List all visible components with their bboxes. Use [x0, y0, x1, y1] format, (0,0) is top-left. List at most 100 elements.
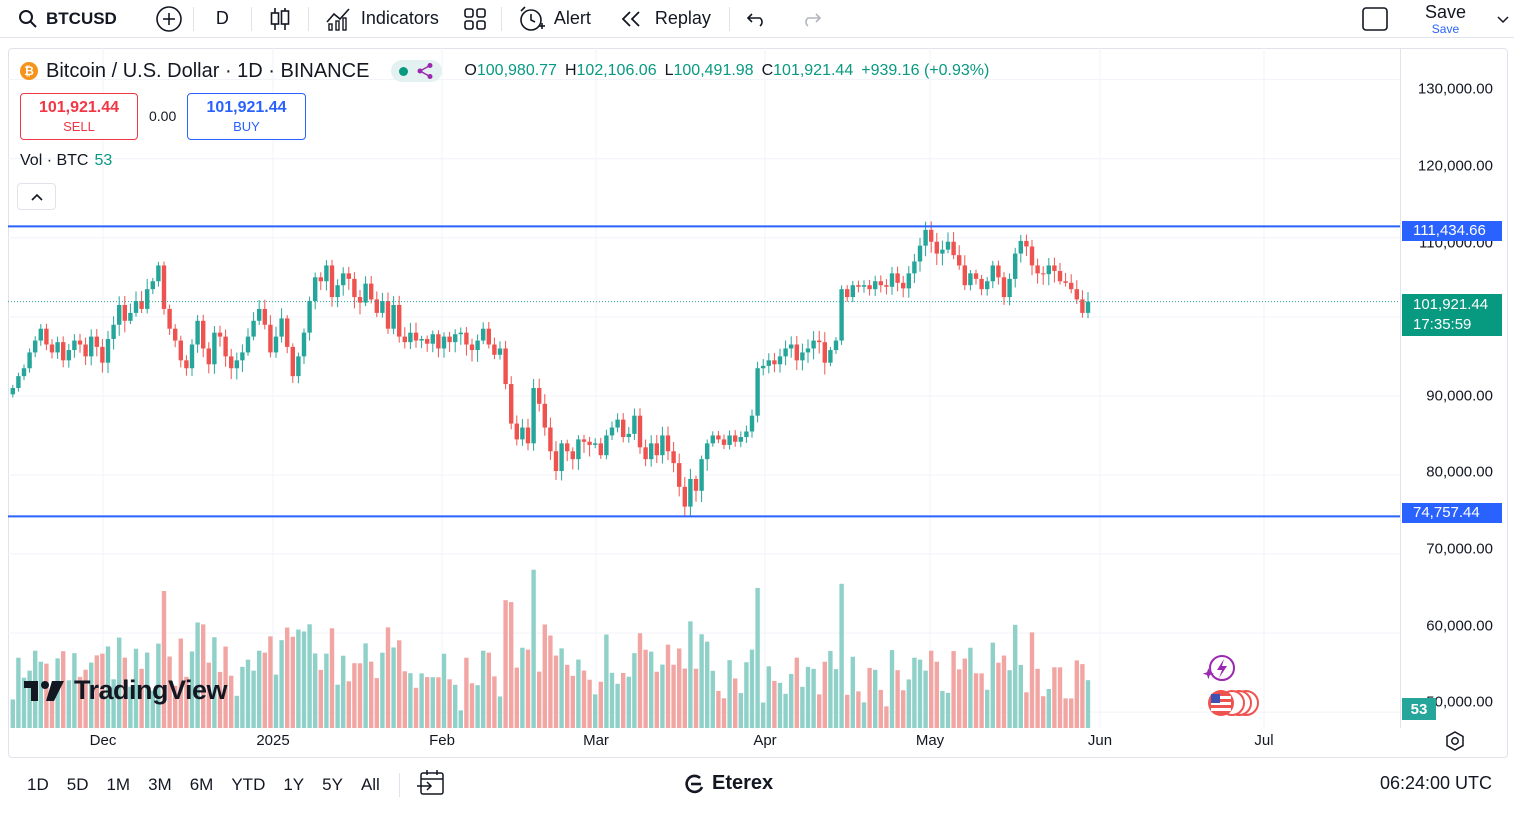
candle — [559, 439, 564, 481]
time-tick: Mar — [583, 732, 609, 749]
open-value: 100,980.77 — [476, 62, 557, 79]
broker-logo[interactable]: Eterex — [684, 772, 773, 795]
candle — [609, 421, 615, 440]
candle — [845, 285, 850, 302]
undo-button[interactable] — [730, 0, 784, 38]
range-6m-button[interactable]: 6M — [189, 775, 214, 794]
data-source-icon — [416, 62, 434, 80]
candle — [716, 430, 721, 444]
candle — [632, 408, 637, 441]
candle — [721, 434, 727, 450]
candle — [626, 426, 631, 443]
redo-button[interactable] — [784, 0, 838, 38]
volume-bar — [481, 650, 486, 728]
layout-button[interactable] — [1361, 6, 1389, 37]
volume-bar — [380, 652, 385, 728]
goto-date-button[interactable] — [416, 769, 446, 802]
volume-bar — [1074, 660, 1079, 728]
range-5y-button[interactable]: 5Y — [322, 775, 343, 794]
volume-bar — [856, 691, 861, 728]
candle — [1035, 258, 1040, 284]
chevron-down-icon — [1496, 12, 1510, 26]
chart-type-button[interactable] — [252, 0, 308, 38]
time-tick: 2025 — [256, 732, 290, 749]
collapse-legend-button[interactable] — [17, 183, 56, 210]
candle — [285, 315, 290, 354]
candle — [352, 272, 357, 309]
toolbar-divider — [500, 6, 502, 31]
volume-bar — [145, 652, 150, 728]
market-status-pill[interactable] — [391, 60, 443, 82]
volume-bar — [934, 661, 939, 728]
candle — [615, 413, 620, 433]
top-toolbar: BTCUSD D Indicators Alert Re — [0, 0, 1514, 38]
volume-bar — [962, 658, 967, 728]
range-5d-button[interactable]: 5D — [66, 775, 89, 794]
toolbar-divider — [250, 6, 252, 31]
save-button[interactable]: Save Save — [1425, 0, 1466, 38]
candle — [565, 439, 570, 462]
volume-bar — [307, 624, 312, 728]
sell-button[interactable]: 101,921.44 SELL — [20, 93, 138, 140]
alert-button[interactable]: Alert — [502, 0, 601, 38]
tradingview-logo[interactable]: TradingView — [22, 675, 228, 706]
range-1y-button[interactable]: 1Y — [283, 775, 305, 794]
time-axis[interactable]: Dec 2025 Feb Mar Apr May Jun Jul — [8, 728, 1400, 756]
broker-logo-icon — [684, 773, 706, 795]
time-tick: Jun — [1087, 732, 1113, 749]
compare-button[interactable] — [145, 0, 193, 38]
range-1m-button[interactable]: 1M — [106, 775, 131, 794]
candle — [738, 431, 743, 448]
candle — [318, 272, 323, 291]
volume-bar — [895, 670, 900, 728]
toolbar-divider — [398, 773, 400, 797]
candle — [156, 261, 161, 287]
volume-bar — [738, 693, 743, 728]
volume-bar — [649, 651, 654, 728]
volume-bar — [178, 638, 183, 728]
range-all-button[interactable]: All — [360, 775, 380, 794]
buy-button[interactable]: 101,921.44 BUY — [187, 93, 306, 140]
range-3m-button[interactable]: 3M — [148, 775, 172, 794]
volume-bar — [268, 636, 273, 728]
templates-button[interactable] — [449, 0, 501, 38]
range-ytd-button[interactable]: YTD — [231, 775, 266, 794]
save-menu-button[interactable] — [1496, 12, 1510, 31]
volume-bar — [436, 677, 441, 728]
volume-bar — [761, 702, 766, 728]
candle — [1052, 257, 1057, 283]
symbol-title[interactable]: Bitcoin / U.S. Dollar · 1D · BINANCE — [46, 59, 370, 82]
volume-bar — [721, 698, 727, 728]
symbol-search[interactable]: BTCUSD — [0, 0, 127, 38]
timezone-clock[interactable]: 06:24:00 UTC — [1379, 773, 1492, 793]
candle — [1013, 247, 1018, 288]
candle — [777, 348, 783, 373]
candle — [363, 276, 368, 307]
candle — [72, 334, 77, 358]
close-value: 101,921.44 — [773, 62, 854, 79]
assistant-button[interactable] — [1200, 654, 1238, 689]
candle — [133, 291, 139, 317]
candle — [755, 361, 760, 423]
alert-label: Alert — [553, 8, 591, 28]
volume-legend[interactable]: Vol · BTC 53 — [20, 152, 112, 170]
volume-bar — [705, 641, 710, 728]
volume-bar — [912, 657, 917, 728]
volume-bar — [313, 653, 318, 728]
indicators-button[interactable]: Indicators — [309, 0, 449, 38]
price-axis[interactable]: 130,000.00 120,000.00 110,000.00 90,000.… — [1400, 48, 1506, 728]
upper-line-price-label: 111,434.66 — [1402, 221, 1502, 241]
range-1d-button[interactable]: 1D — [27, 775, 49, 794]
volume-bar — [296, 629, 301, 728]
buy-label: BUY — [233, 119, 260, 134]
price-plot[interactable] — [8, 48, 1400, 728]
volume-bar — [44, 663, 49, 728]
candle — [682, 477, 687, 517]
axis-settings-button[interactable] — [1444, 730, 1466, 757]
interval-button[interactable]: D — [194, 0, 251, 38]
volume-bar — [531, 569, 536, 728]
replay-button[interactable]: Replay — [601, 0, 721, 38]
events-button[interactable] — [1205, 688, 1261, 723]
time-tick: Apr — [753, 732, 777, 749]
candle — [749, 409, 755, 438]
